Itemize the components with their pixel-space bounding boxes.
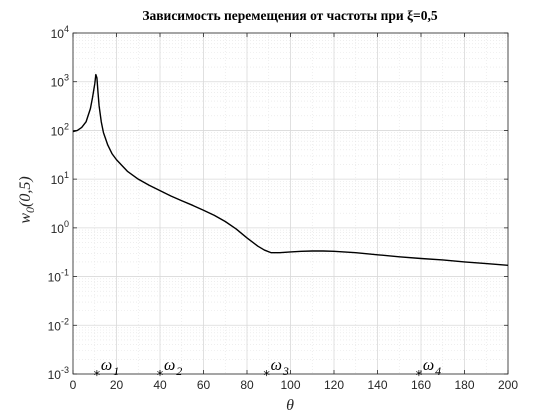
y-tick-label: 100 [51,219,69,236]
marker-star-4: * [416,369,423,384]
y-tick-base: 10 [51,124,65,138]
x-tick-label: 20 [110,378,124,392]
markers-layer: *ω1 *ω2 *ω3 *ω4 [94,357,441,384]
y-tick-label: 10-3 [48,365,69,382]
series-layer [72,73,509,267]
grid [72,32,509,375]
y-axis-label-rest: (0,5) [17,176,34,207]
marker-label-2: ω2 [164,357,182,378]
y-tick-exp: -1 [61,268,69,278]
y-tick-label: 10-1 [48,268,69,285]
y-axis-label-main: w [17,213,34,224]
marker-label-sub: 2 [176,364,182,378]
x-tick-label: 140 [367,378,387,392]
y-tick-label: 101 [51,170,69,187]
marker-label-omega: ω [101,357,112,374]
x-tick-label: 0 [70,378,77,392]
marker-label-omega: ω [271,357,282,374]
x-tick-label: 120 [324,378,344,392]
x-tick-label: 100 [280,378,300,392]
y-tick-exp: 3 [64,73,69,83]
marker-label-4: ω4 [423,357,441,378]
chart-title: Зависимость перемещения от частоты при ξ… [142,8,437,23]
y-tick-base: 10 [51,222,65,236]
marker-label-1: ω1 [101,357,119,378]
x-tick-label: 60 [197,378,211,392]
y-tick-label: 104 [51,24,69,41]
y-tick-base: 10 [48,271,62,285]
marker-label-sub: 1 [113,364,119,378]
x-axis-label: θ [286,397,294,414]
y-tick-label: 10-2 [48,316,69,333]
y-tick-label: 103 [51,73,69,90]
series-line-0 [72,73,509,267]
y-axis-label-sub: 0 [23,207,37,213]
x-tick-label: 40 [153,378,167,392]
axis-ticks: 0 20 40 60 80 100 120 140 160 180 20010-310-210-11… [48,24,519,392]
marker-star-2: * [157,369,164,384]
y-tick-exp: 4 [64,24,69,34]
x-tick-label: 180 [454,378,474,392]
marker-label-sub: 4 [435,364,441,378]
y-tick-exp: 1 [64,170,69,180]
y-tick-base: 10 [48,319,62,333]
y-tick-base: 10 [48,368,62,382]
y-tick-label: 102 [51,121,69,138]
marker-label-omega: ω [423,357,434,374]
y-tick-exp: -2 [61,316,69,326]
y-axis-label: w0(0,5) [17,176,37,223]
x-tick-label: 200 [498,378,518,392]
marker-star-1: * [94,369,101,384]
x-tick-label: 80 [240,378,254,392]
x-tick-label: 160 [411,378,431,392]
y-tick-base: 10 [51,76,65,90]
y-tick-base: 10 [51,27,65,41]
y-tick-base: 10 [51,173,65,187]
y-tick-exp: -3 [61,365,69,375]
marker-label-sub: 3 [282,364,289,378]
marker-star-3: * [263,369,270,384]
marker-label-3: ω3 [271,357,289,378]
y-tick-exp: 2 [64,121,69,131]
marker-label-omega: ω [164,357,175,374]
y-tick-exp: 0 [64,219,69,229]
